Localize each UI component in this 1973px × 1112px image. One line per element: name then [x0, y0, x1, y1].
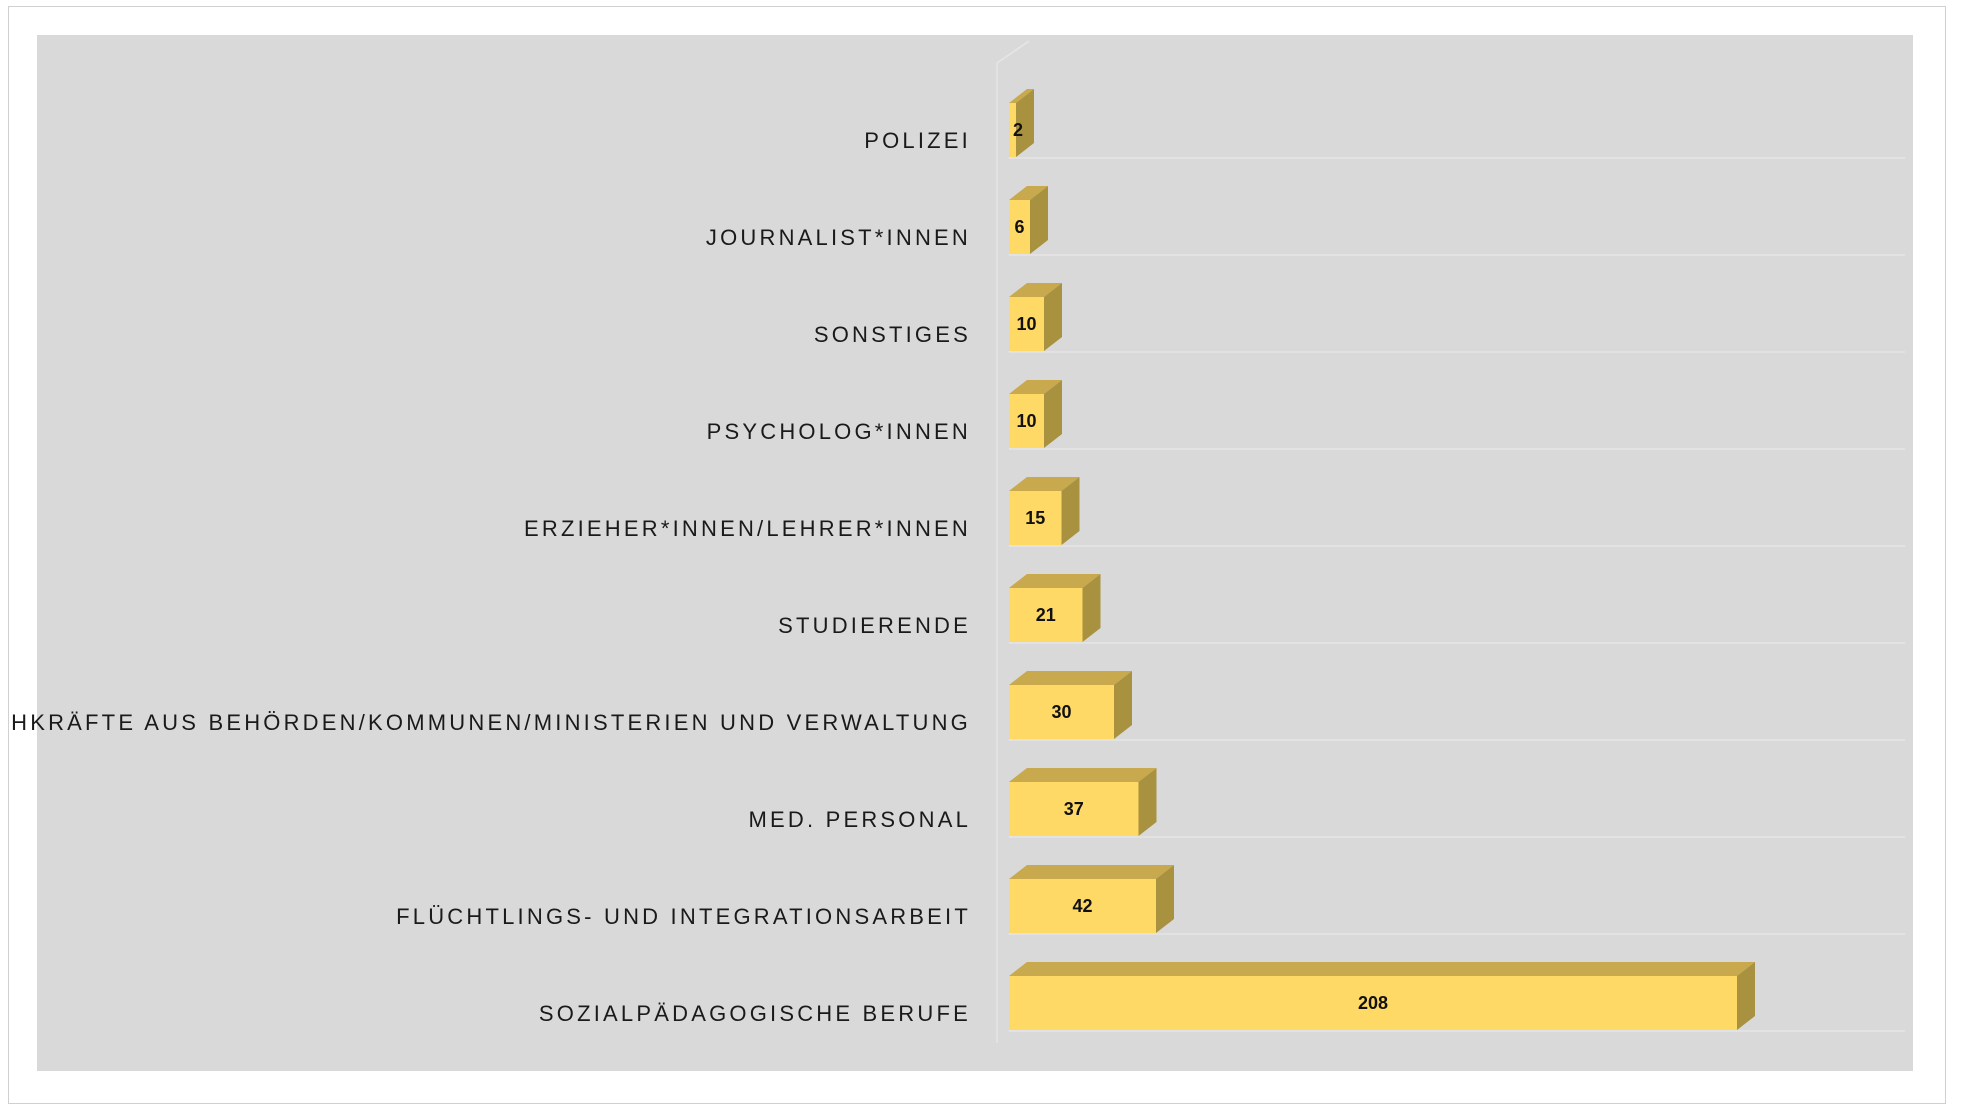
category-labels: POLIZEI JOURNALIST*INNEN SONSTIGES PSYCHOLO… [9, 128, 971, 1026]
bar-side-face [1156, 865, 1174, 933]
category-label: JOURNALIST*INNEN [706, 225, 971, 250]
data-label: 21 [1036, 605, 1056, 625]
bar-top-face [1009, 865, 1174, 879]
category-label: ERZIEHER*INNEN/LEHRER*INNEN [524, 516, 971, 541]
bar-top-face [1009, 671, 1132, 685]
data-label: 15 [1025, 508, 1045, 528]
bar [1009, 782, 1139, 836]
bar-top-face [1009, 962, 1755, 976]
gridlines [996, 40, 1905, 1043]
bar-top-face [1009, 768, 1157, 782]
bar-top-face [1009, 89, 1034, 103]
data-label: 10 [1016, 411, 1036, 431]
data-label: 2 [1013, 120, 1023, 140]
category-label: PSYCHOLOG*INNEN [707, 419, 971, 444]
bar-side-face [1082, 574, 1101, 642]
bar-top-face [1009, 283, 1062, 297]
category-label: FLÜCHTLINGS- UND INTEGRATIONSARBEIT [396, 904, 971, 929]
category-label: FACHKRÄFTE AUS BEHÖRDEN/KOMMUNEN/MINISTE… [9, 710, 971, 735]
data-label: 6 [1014, 217, 1024, 237]
category-label: STUDIERENDE [778, 613, 971, 638]
bars [1009, 89, 1755, 1030]
bar [1009, 297, 1044, 351]
bar-top-face [1009, 477, 1080, 491]
bar [1009, 103, 1016, 157]
bar-top-face [1009, 380, 1062, 394]
plot-background [37, 35, 1913, 1071]
data-labels: 2 6 10 10 15 21 30 37 42 208 [1013, 120, 1388, 1013]
bar-top-face [1009, 574, 1101, 588]
bar [1009, 200, 1030, 254]
category-label: MED. PERSONAL [748, 807, 971, 832]
bar-side-face [1737, 962, 1755, 1030]
depth-wall-top-line [996, 40, 1030, 64]
bar [1009, 491, 1062, 545]
chart-frame: POLIZEI JOURNALIST*INNEN SONSTIGES PSYCHOLO… [8, 6, 1946, 1104]
bar-side-face [1030, 186, 1048, 254]
bar-side-face [1016, 89, 1034, 157]
bar [1009, 685, 1114, 739]
bar-side-face [1114, 671, 1132, 739]
bar-side-face [1061, 477, 1080, 545]
bar [1009, 879, 1156, 933]
bar-chart: POLIZEI JOURNALIST*INNEN SONSTIGES PSYCHOLO… [9, 35, 1913, 1071]
bar [1009, 976, 1737, 1030]
data-label: 30 [1051, 702, 1071, 722]
bar-top-face [1009, 186, 1048, 200]
bar-side-face [1138, 768, 1157, 836]
bar [1009, 394, 1044, 448]
data-label: 208 [1358, 993, 1388, 1013]
category-label: POLIZEI [864, 128, 971, 153]
bar [1009, 588, 1083, 642]
bar-side-face [1044, 283, 1062, 351]
data-label: 37 [1064, 799, 1084, 819]
category-label: SONSTIGES [814, 322, 971, 347]
data-label: 42 [1072, 896, 1092, 916]
category-label: SOZIALPÄDAGOGISCHE BERUFE [539, 1001, 971, 1026]
bar-side-face [1044, 380, 1062, 448]
data-label: 10 [1016, 314, 1036, 334]
